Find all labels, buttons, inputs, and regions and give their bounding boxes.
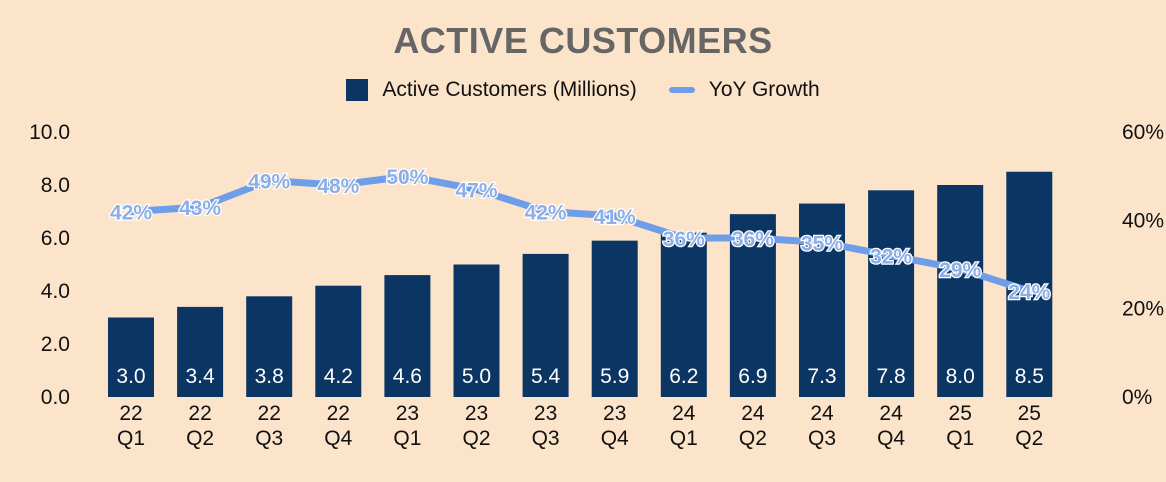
bar	[660, 232, 707, 397]
legend-item-customers: Active Customers (Millions)	[346, 78, 637, 102]
growth-value-label: 29%	[939, 259, 981, 282]
growth-value-label: 48%	[317, 175, 359, 198]
bar-value-label: 7.8	[876, 365, 905, 388]
legend-label-growth: YoY Growth	[708, 78, 820, 101]
bar	[868, 190, 915, 397]
bar-value-label: 6.9	[738, 365, 767, 388]
legend-label-customers: Active Customers (Millions)	[382, 78, 637, 101]
bar-value-label: 5.0	[462, 365, 491, 388]
bar-value-label: 8.5	[1015, 365, 1044, 388]
x-tick-label-quarter: Q3	[532, 427, 560, 450]
x-tick-label-quarter: Q2	[462, 427, 490, 450]
x-tick-label-year: 24	[879, 402, 903, 425]
bar	[108, 317, 154, 397]
bar	[246, 296, 293, 397]
bar-value-label: 5.9	[600, 365, 629, 388]
bar	[453, 264, 500, 397]
growth-value-label: 50%	[386, 166, 428, 189]
bar	[177, 306, 224, 397]
y-right-tick-label: 60%	[1122, 121, 1164, 144]
x-tick-label-quarter: Q4	[877, 427, 905, 450]
y-right-tick-label: 40%	[1122, 209, 1164, 232]
bar	[799, 203, 845, 397]
x-tick-label-year: 23	[534, 402, 557, 425]
bar-value-label: 6.2	[669, 365, 698, 388]
bar-value-label: 3.4	[185, 365, 215, 388]
x-tick-label-quarter: Q1	[117, 427, 145, 450]
bar-value-label: 7.3	[807, 365, 836, 388]
growth-value-label: 35%	[801, 232, 843, 255]
y-right-tick-label: 20%	[1122, 298, 1164, 321]
chart-title: ACTIVE CUSTOMERS	[393, 20, 773, 61]
y-left-tick-label: 0.0	[41, 386, 70, 409]
y-left-tick-label: 10.0	[29, 121, 70, 144]
y-left-tick-label: 6.0	[41, 227, 70, 250]
growth-value-label: 36%	[732, 228, 774, 251]
x-tick-label-quarter: Q1	[946, 427, 974, 450]
x-tick-label-year: 23	[465, 402, 488, 425]
growth-value-label: 42%	[110, 202, 152, 225]
growth-value-label: 47%	[455, 179, 497, 202]
growth-line	[127, 172, 1033, 295]
growth-value-label: 24%	[1008, 281, 1050, 304]
bar	[937, 185, 984, 397]
y-left-tick-label: 2.0	[41, 333, 70, 356]
legend-item-growth: YoY Growth	[668, 78, 820, 102]
bar-value-label: 5.4	[531, 365, 561, 388]
y-right-tick-label: 0%	[1122, 386, 1152, 409]
bar-value-label: 3.8	[255, 365, 284, 388]
bar	[591, 240, 638, 397]
legend-swatch-bar	[346, 79, 369, 101]
x-tick-label-quarter: Q3	[255, 427, 283, 450]
bar	[315, 285, 362, 397]
bar-value-label: 4.6	[393, 365, 422, 388]
x-tick-label-year: 22	[327, 402, 350, 425]
growth-value-label: 43%	[179, 197, 221, 220]
x-tick-label-quarter: Q1	[670, 427, 698, 450]
x-tick-label-year: 24	[672, 402, 696, 425]
x-tick-label-year: 22	[188, 402, 211, 425]
x-tick-label-quarter: Q1	[393, 427, 421, 450]
y-left-tick-label: 8.0	[41, 174, 70, 197]
x-tick-label-quarter: Q2	[186, 427, 214, 450]
growth-value-label: 42%	[525, 202, 567, 225]
legend: Active Customers (Millions) YoY Growth	[0, 78, 1166, 102]
growth-value-label: 49%	[248, 171, 290, 194]
x-tick-label-year: 23	[396, 402, 419, 425]
growth-value-label: 32%	[870, 246, 912, 269]
x-tick-label-year: 23	[603, 402, 626, 425]
bar	[729, 214, 776, 397]
x-tick-label-quarter: Q4	[324, 427, 352, 450]
x-tick-label-quarter: Q2	[1015, 427, 1043, 450]
x-tick-label-quarter: Q4	[601, 427, 629, 450]
bar-value-label: 3.0	[116, 365, 145, 388]
y-left-tick-label: 4.0	[41, 280, 70, 303]
x-tick-label-year: 22	[258, 402, 281, 425]
x-tick-label-year: 22	[119, 402, 142, 425]
x-tick-label-year: 25	[949, 402, 972, 425]
x-tick-label-quarter: Q3	[808, 427, 836, 450]
x-tick-label-year: 24	[810, 402, 834, 425]
x-tick-label-year: 25	[1018, 402, 1041, 425]
x-tick-label-quarter: Q2	[739, 427, 767, 450]
growth-value-label: 36%	[663, 228, 705, 251]
bar-value-label: 4.2	[324, 365, 353, 388]
legend-swatch-line	[668, 87, 695, 93]
bar	[384, 275, 431, 397]
x-tick-label-year: 24	[741, 402, 765, 425]
bar	[522, 253, 569, 397]
growth-value-label: 41%	[594, 206, 636, 229]
bar-value-label: 8.0	[946, 365, 975, 388]
